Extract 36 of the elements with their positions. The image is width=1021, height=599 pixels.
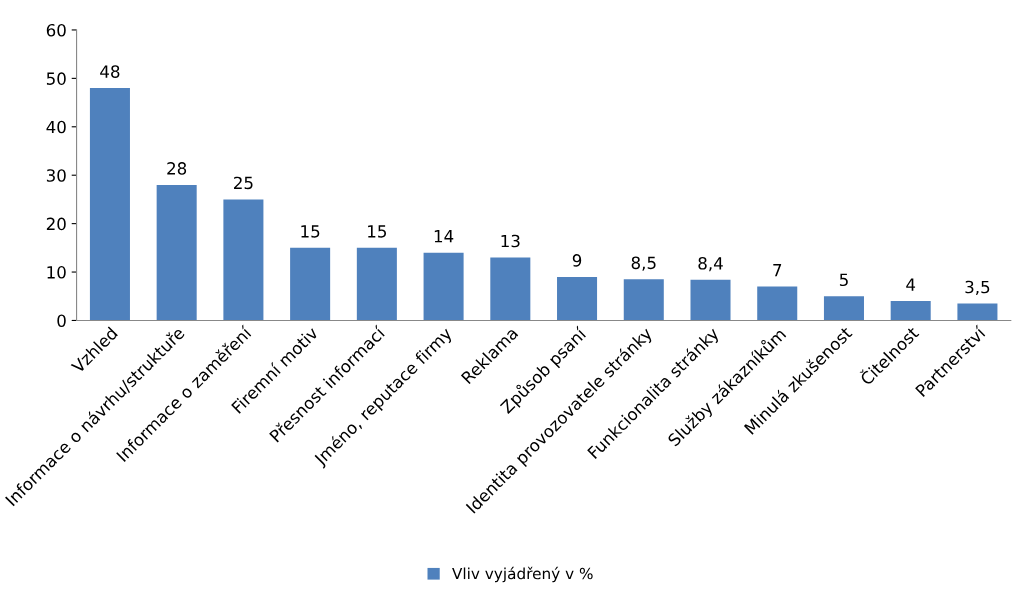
data-label: 7 (773, 264, 782, 277)
data-label: 14 (434, 230, 454, 243)
bar (89, 88, 130, 321)
data-label: 28 (167, 162, 187, 175)
y-tick-label: 50 (46, 72, 66, 85)
y-tick-label: 0 (57, 314, 66, 328)
data-label: 15 (301, 225, 320, 238)
bar (490, 257, 531, 321)
y-tick-label: 60 (46, 23, 66, 37)
data-label: 15 (368, 225, 387, 238)
data-label: 48 (100, 65, 120, 78)
bar (823, 296, 864, 321)
bar (957, 303, 998, 321)
data-label: 3,5 (965, 280, 990, 296)
bar (423, 252, 464, 321)
bar (623, 279, 664, 321)
y-tick-label: 30 (46, 169, 66, 182)
bar (290, 247, 331, 321)
y-tick-label: 40 (46, 120, 66, 134)
y-tick-label: 20 (46, 217, 66, 231)
bar (223, 199, 264, 321)
data-label: 8,4 (698, 257, 723, 272)
data-label: 13 (501, 234, 520, 248)
data-label: 9 (572, 254, 582, 267)
bar (890, 301, 931, 321)
data-label: 8,5 (631, 256, 656, 271)
data-label: 4 (906, 278, 916, 291)
legend-label: Vliv vyjádřený v % (452, 566, 593, 583)
bar (557, 276, 598, 321)
bar (690, 279, 731, 321)
bar (356, 247, 397, 321)
data-label: 5 (839, 273, 848, 287)
bar (757, 286, 798, 321)
y-tick-label: 10 (47, 266, 66, 279)
data-label: 25 (234, 176, 253, 190)
bar (156, 184, 197, 321)
